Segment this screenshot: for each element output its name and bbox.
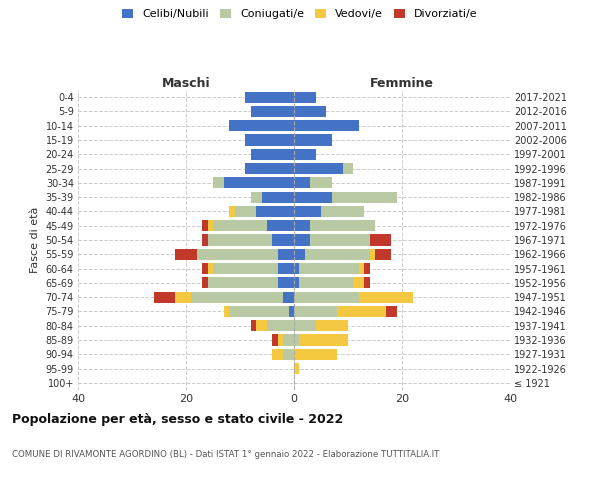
Bar (213, 263, 278, 274)
Bar (202, 234, 208, 246)
Bar (370, 234, 391, 246)
Bar (283, 292, 294, 302)
Bar (294, 263, 299, 274)
Bar (294, 163, 343, 174)
Bar (310, 178, 332, 188)
Bar (202, 278, 208, 288)
Text: Femmine: Femmine (370, 77, 434, 90)
Bar (256, 206, 294, 217)
Bar (245, 134, 294, 145)
Bar (283, 334, 294, 345)
Bar (245, 92, 294, 102)
Bar (294, 234, 310, 246)
Bar (386, 306, 397, 317)
Bar (294, 320, 316, 332)
Bar (321, 206, 364, 217)
Bar (310, 234, 370, 246)
Y-axis label: Fasce di età: Fasce di età (30, 207, 40, 273)
Bar (251, 192, 262, 202)
Bar (294, 348, 337, 360)
Bar (208, 278, 278, 288)
Bar (375, 248, 391, 260)
Bar (294, 178, 310, 188)
Bar (267, 220, 294, 232)
Bar (245, 163, 294, 174)
Bar (294, 363, 299, 374)
Bar (294, 248, 305, 260)
Bar (359, 292, 413, 302)
Bar (278, 248, 294, 260)
Bar (235, 206, 256, 217)
Bar (294, 134, 332, 145)
Bar (294, 148, 316, 160)
Bar (229, 306, 289, 317)
Bar (251, 320, 256, 332)
Bar (256, 320, 267, 332)
Bar (229, 120, 294, 132)
Bar (299, 278, 353, 288)
Text: Popolazione per età, sesso e stato civile - 2022: Popolazione per età, sesso e stato civil… (12, 412, 343, 426)
Bar (175, 292, 191, 302)
Bar (202, 220, 208, 232)
Bar (294, 92, 316, 102)
Bar (305, 248, 370, 260)
Bar (251, 106, 294, 117)
Legend: Celibi/Nubili, Coniugati/e, Vedovi/e, Divorziati/e: Celibi/Nubili, Coniugati/e, Vedovi/e, Di… (119, 6, 481, 22)
Bar (364, 278, 370, 288)
Bar (294, 120, 359, 132)
Bar (353, 278, 364, 288)
Bar (283, 348, 294, 360)
Bar (364, 263, 370, 274)
Bar (294, 192, 332, 202)
Bar (213, 178, 224, 188)
Bar (337, 306, 386, 317)
Bar (278, 334, 283, 345)
Bar (299, 263, 359, 274)
Bar (278, 263, 294, 274)
Bar (229, 206, 235, 217)
Bar (154, 292, 175, 302)
Bar (213, 220, 267, 232)
Bar (289, 306, 294, 317)
Bar (278, 278, 294, 288)
Bar (208, 263, 213, 274)
Bar (191, 292, 283, 302)
Bar (251, 148, 294, 160)
Bar (208, 220, 213, 232)
Bar (272, 348, 283, 360)
Bar (294, 306, 337, 317)
Bar (310, 220, 375, 232)
Bar (294, 206, 321, 217)
Bar (175, 248, 197, 260)
Bar (332, 192, 397, 202)
Bar (370, 248, 375, 260)
Bar (267, 320, 294, 332)
Bar (359, 263, 364, 274)
Text: Maschi: Maschi (161, 77, 211, 90)
Bar (202, 263, 208, 274)
Bar (343, 163, 353, 174)
Bar (272, 234, 294, 246)
Bar (208, 234, 272, 246)
Bar (299, 334, 348, 345)
Bar (294, 292, 359, 302)
Bar (224, 178, 294, 188)
Text: COMUNE DI RIVAMONTE AGORDINO (BL) - Dati ISTAT 1° gennaio 2022 - Elaborazione TU: COMUNE DI RIVAMONTE AGORDINO (BL) - Dati… (12, 450, 439, 459)
Bar (224, 306, 229, 317)
Bar (294, 106, 326, 117)
Bar (197, 248, 278, 260)
Bar (294, 278, 299, 288)
Bar (294, 220, 310, 232)
Bar (294, 334, 299, 345)
Bar (262, 192, 294, 202)
Bar (316, 320, 348, 332)
Bar (272, 334, 278, 345)
